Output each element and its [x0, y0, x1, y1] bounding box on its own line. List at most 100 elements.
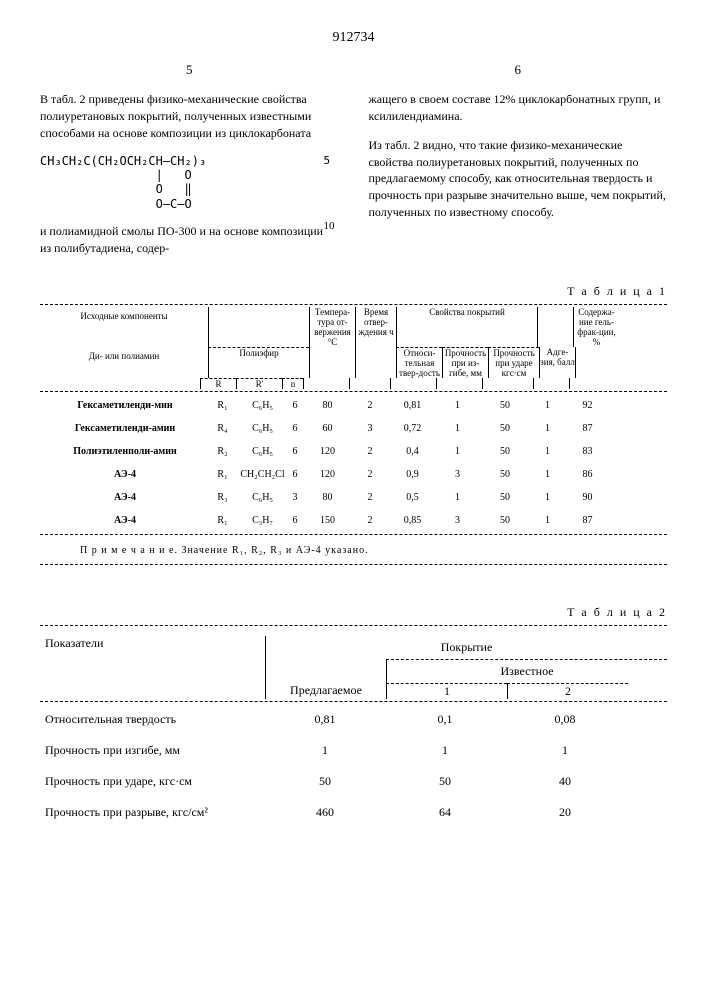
cell: 50 — [480, 400, 530, 411]
cell: 1 — [265, 743, 385, 758]
cell: 1 — [435, 400, 480, 411]
cell: R₂ — [205, 446, 240, 457]
cell: 20 — [505, 805, 625, 820]
table-row: Гексаметиленди-аминR₄C₆H₅66030,72150187 — [40, 417, 667, 440]
page-num-left: 5 — [40, 61, 339, 79]
t2-header: 1 — [386, 683, 507, 699]
divider — [40, 625, 667, 626]
cell: 0,72 — [390, 423, 435, 434]
cell: CH₂CH₂Cl — [240, 469, 285, 480]
cell: 92 — [565, 400, 610, 411]
t1-header: Прочность при из-гибе, мм — [442, 347, 488, 378]
paragraph-left-1: В табл. 2 приведены физико-механические … — [40, 91, 339, 141]
cell: C₆H₅ — [240, 423, 285, 434]
cell: R₁ — [205, 515, 240, 526]
cell: 3 — [435, 469, 480, 480]
table-row: Прочность при ударе, кгс·см505040 — [40, 766, 667, 797]
cell: АЭ-4 — [40, 469, 205, 480]
cell: 50 — [480, 446, 530, 457]
cell: 1 — [530, 446, 565, 457]
table-row: АЭ-4R₁CH₂CH₂Cl612020,9350186 — [40, 463, 667, 486]
t1-header: R — [200, 378, 236, 389]
formula-line: O ‖ — [40, 182, 339, 196]
t1-header: Полиэфир — [208, 347, 309, 378]
cell: 3 — [285, 492, 305, 503]
cell: 80 — [305, 492, 350, 503]
line-number-10: 10 — [324, 219, 339, 234]
t1-header: Относи-тельная твер-дость — [396, 347, 442, 378]
cell: 87 — [565, 423, 610, 434]
cell: C₃H₇ — [240, 515, 285, 526]
table-row: АЭ-4R₁C₃H₇615020,85350187 — [40, 509, 667, 532]
cell: 0,85 — [390, 515, 435, 526]
cell: 87 — [565, 515, 610, 526]
cell: 1 — [530, 515, 565, 526]
line-number-5: 5 — [324, 154, 339, 167]
t1-header: R' — [236, 378, 282, 389]
cell: 6 — [285, 423, 305, 434]
formula-line: | O — [40, 168, 339, 182]
document-number: 912734 — [40, 30, 667, 46]
table-row: АЭ-4R₃C₆H₅38020,5150190 — [40, 486, 667, 509]
cell: 60 — [305, 423, 350, 434]
cell: 0,9 — [390, 469, 435, 480]
cell: 6 — [285, 469, 305, 480]
table-2: Показатели Покрытие Известное Предлагаем… — [40, 636, 667, 828]
cell: 83 — [565, 446, 610, 457]
cell: 0,1 — [385, 712, 505, 727]
cell: 1 — [435, 423, 480, 434]
cell: 86 — [565, 469, 610, 480]
cell: 50 — [265, 774, 385, 789]
cell: 120 — [305, 469, 350, 480]
cell: 1 — [530, 469, 565, 480]
cell: 2 — [350, 446, 390, 457]
cell: 1 — [530, 423, 565, 434]
cell: Прочность при разрыве, кгс/см² — [40, 805, 265, 820]
divider — [40, 534, 667, 535]
cell: 50 — [480, 515, 530, 526]
table1-label: Т а б л и ц а 1 — [40, 284, 667, 299]
divider — [40, 701, 667, 702]
divider — [40, 304, 667, 305]
cell: 6 — [285, 515, 305, 526]
cell: 120 — [305, 446, 350, 457]
cell: C₆H₅ — [240, 492, 285, 503]
table-row: Прочность при разрыве, кгс/см²4606420 — [40, 797, 667, 828]
cell: 150 — [305, 515, 350, 526]
paragraph-right-1: жащего в своем составе 12% циклокарбонат… — [369, 91, 668, 125]
formula-line: O—C—O — [40, 197, 339, 211]
cell: R₄ — [205, 423, 240, 434]
cell: R₃ — [205, 492, 240, 503]
t1-header: Время отвер-ждения ч — [355, 307, 396, 347]
cell: 1 — [505, 743, 625, 758]
cell: 50 — [480, 469, 530, 480]
cell: 0,81 — [390, 400, 435, 411]
t1-header: Свойства покрытий — [396, 307, 537, 347]
t2-header: 2 — [507, 683, 628, 699]
divider — [40, 391, 667, 392]
t1-header: Ди- или полиамин — [40, 347, 208, 378]
cell: 0,4 — [390, 446, 435, 457]
cell: 3 — [350, 423, 390, 434]
cell: 0,08 — [505, 712, 625, 727]
cell: 6 — [285, 446, 305, 457]
cell: 460 — [265, 805, 385, 820]
t1-header: Прочность при ударе кгс·см — [488, 347, 539, 378]
paragraph-left-2: и полиамидной смолы ПО-300 и на основе к… — [40, 223, 339, 257]
table1-note: П р и м е ч а н и е. Значение R₁, R₂, R₃… — [40, 545, 667, 556]
t1-header: Исходные компоненты — [40, 307, 208, 347]
table-row: Относительная твердость0,810,10,08 — [40, 704, 667, 735]
cell: 2 — [350, 400, 390, 411]
t2-header: Показатели — [40, 636, 265, 659]
cell: 40 — [505, 774, 625, 789]
cell: 50 — [385, 774, 505, 789]
t1-header: Адге-зия, балл — [539, 347, 575, 378]
cell: 1 — [530, 492, 565, 503]
t2-header: Предлагаемое — [265, 683, 386, 699]
chemical-formula: 5 CH₃CH₂C(CH₂OCH₂CH—CH₂)₃ | O O ‖ O—C—O — [40, 154, 339, 212]
page-num-right: 6 — [369, 61, 668, 79]
t1-header: Содержа-ние гель-фрак-ции, % — [573, 307, 619, 347]
cell: R₁ — [205, 469, 240, 480]
paragraph-right-2: Из табл. 2 видно, что такие физико-механ… — [369, 137, 668, 221]
cell: Прочность при ударе, кгс·см — [40, 774, 265, 789]
